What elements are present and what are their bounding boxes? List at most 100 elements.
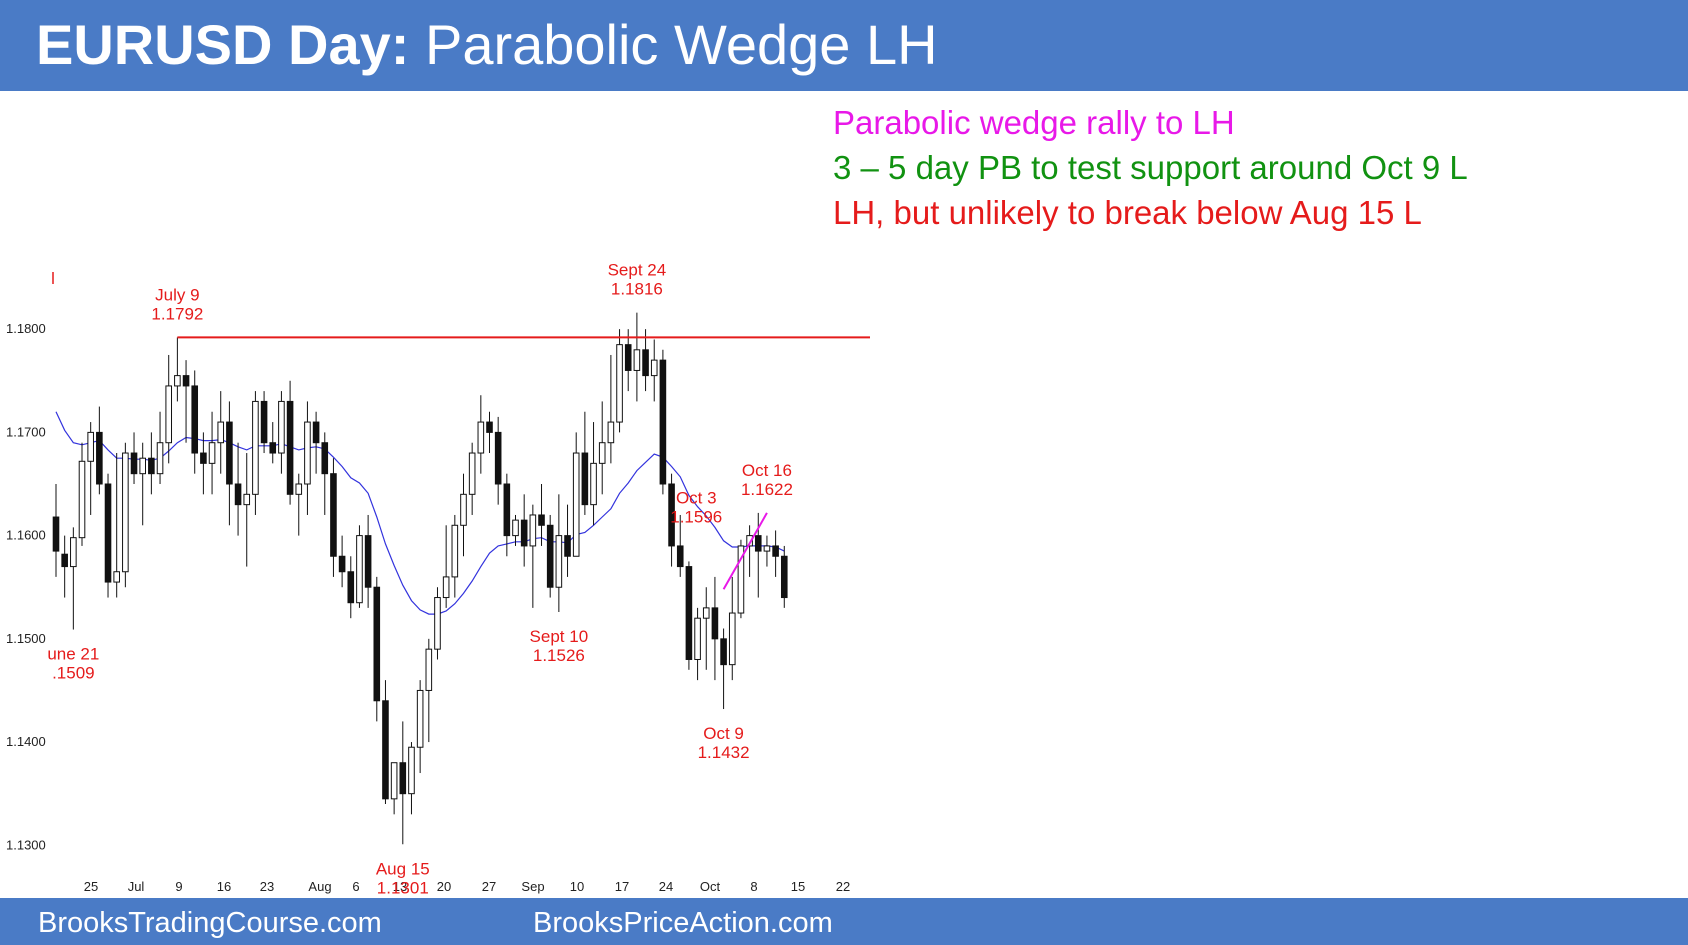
x-tick-label: 20 — [437, 879, 451, 894]
y-tick-label: 1.1600 — [6, 528, 46, 543]
callout-label: .1509 — [52, 664, 95, 683]
bull-candle-body — [390, 762, 398, 800]
bull-candle-body — [416, 689, 424, 748]
bull-candle-body — [70, 537, 77, 568]
x-tick-label: Aug — [308, 879, 331, 894]
candle — [512, 514, 519, 546]
candle — [182, 360, 190, 443]
x-tick-label: 15 — [791, 879, 805, 894]
candle — [538, 484, 545, 546]
candle — [96, 406, 103, 495]
candle — [165, 354, 173, 464]
footer-site-left: BrooksTradingCourse.com — [38, 907, 382, 939]
callout-label: Sept 10 — [530, 627, 589, 646]
bull-candle-body — [529, 514, 537, 547]
candle — [633, 312, 641, 402]
candle — [347, 556, 355, 619]
candle — [200, 432, 207, 495]
candle — [685, 561, 693, 670]
candle — [174, 337, 181, 402]
candle — [694, 607, 701, 681]
candle — [763, 535, 771, 567]
candle — [676, 514, 684, 577]
candle — [390, 762, 398, 815]
bull-candle-body — [243, 493, 251, 506]
bear-candle-body — [494, 431, 502, 485]
candle — [78, 442, 86, 546]
candle — [624, 329, 632, 392]
candle — [503, 473, 511, 557]
candle — [113, 453, 120, 598]
candle — [668, 473, 675, 567]
callout-label: 1.1792 — [151, 304, 203, 323]
bull-candle-body — [468, 452, 476, 495]
footer-site-right: BrooksPriceAction.com — [533, 907, 833, 939]
x-tick-label: 16 — [217, 879, 231, 894]
y-tick-label: 1.1400 — [6, 734, 46, 749]
x-tick-label: 17 — [615, 879, 629, 894]
candle — [139, 442, 146, 526]
bear-candle-body — [373, 586, 381, 702]
candles — [52, 312, 788, 845]
candle — [529, 504, 537, 608]
candle — [364, 514, 372, 608]
candle — [408, 742, 415, 815]
callout-label: 1.1432 — [698, 743, 750, 762]
candle — [104, 473, 112, 598]
bull-candle-body — [650, 359, 658, 377]
candle — [321, 432, 329, 515]
title-symbol: EURUSD Day: — [36, 13, 410, 76]
callout-label: Sept 24 — [608, 261, 667, 280]
candle — [148, 432, 155, 495]
bear-candle-body — [52, 516, 60, 552]
bull-candle-body — [156, 442, 164, 475]
candle — [616, 329, 623, 433]
bear-candle-body — [685, 566, 693, 660]
bull-candle-body — [460, 493, 467, 526]
bull-candle-body — [702, 607, 710, 619]
bear-candle-body — [130, 452, 138, 475]
candle — [416, 680, 424, 774]
bull-candle-body — [174, 375, 181, 387]
bear-candle-body — [61, 553, 68, 568]
bear-candle-body — [364, 535, 372, 588]
candle — [659, 349, 667, 495]
candle — [191, 370, 199, 474]
bear-candle-body — [382, 700, 389, 800]
bear-candle-body — [269, 442, 277, 454]
candle — [720, 628, 727, 710]
annotation-parabolic-wedge: Parabolic wedge rally to LH — [833, 104, 1235, 141]
candle — [295, 473, 303, 536]
candle — [269, 422, 277, 464]
candle — [728, 576, 736, 681]
candle — [486, 411, 493, 454]
bull-candle-body — [746, 535, 753, 547]
x-tick-label: Jul — [128, 879, 145, 894]
candle — [122, 442, 129, 588]
candle — [234, 442, 242, 536]
x-tick-label: 23 — [260, 879, 274, 894]
candle — [546, 514, 554, 598]
candle — [650, 339, 658, 402]
bull-candle-body — [295, 483, 303, 495]
bear-candle-body — [772, 545, 779, 557]
bull-candle-body — [590, 462, 597, 506]
bull-candle-body — [477, 421, 485, 454]
x-tick-label: 25 — [84, 879, 98, 894]
candle — [312, 411, 320, 474]
candle — [356, 525, 363, 608]
bear-candle-body — [260, 400, 268, 444]
candle — [711, 576, 719, 681]
bull-candle-body — [208, 442, 216, 464]
bull-candle-body — [694, 617, 701, 660]
callout-label: 1.1622 — [741, 480, 793, 499]
bear-candle-body — [676, 545, 684, 568]
callout-label: 1.1526 — [533, 646, 585, 665]
candle — [468, 442, 476, 515]
bull-candle-body — [122, 452, 129, 573]
bull-candle-body — [728, 612, 736, 666]
candle — [590, 422, 597, 526]
candle — [451, 514, 459, 598]
callout-label: 1.1596 — [670, 508, 722, 527]
callout-label: 1.1301 — [377, 878, 429, 897]
